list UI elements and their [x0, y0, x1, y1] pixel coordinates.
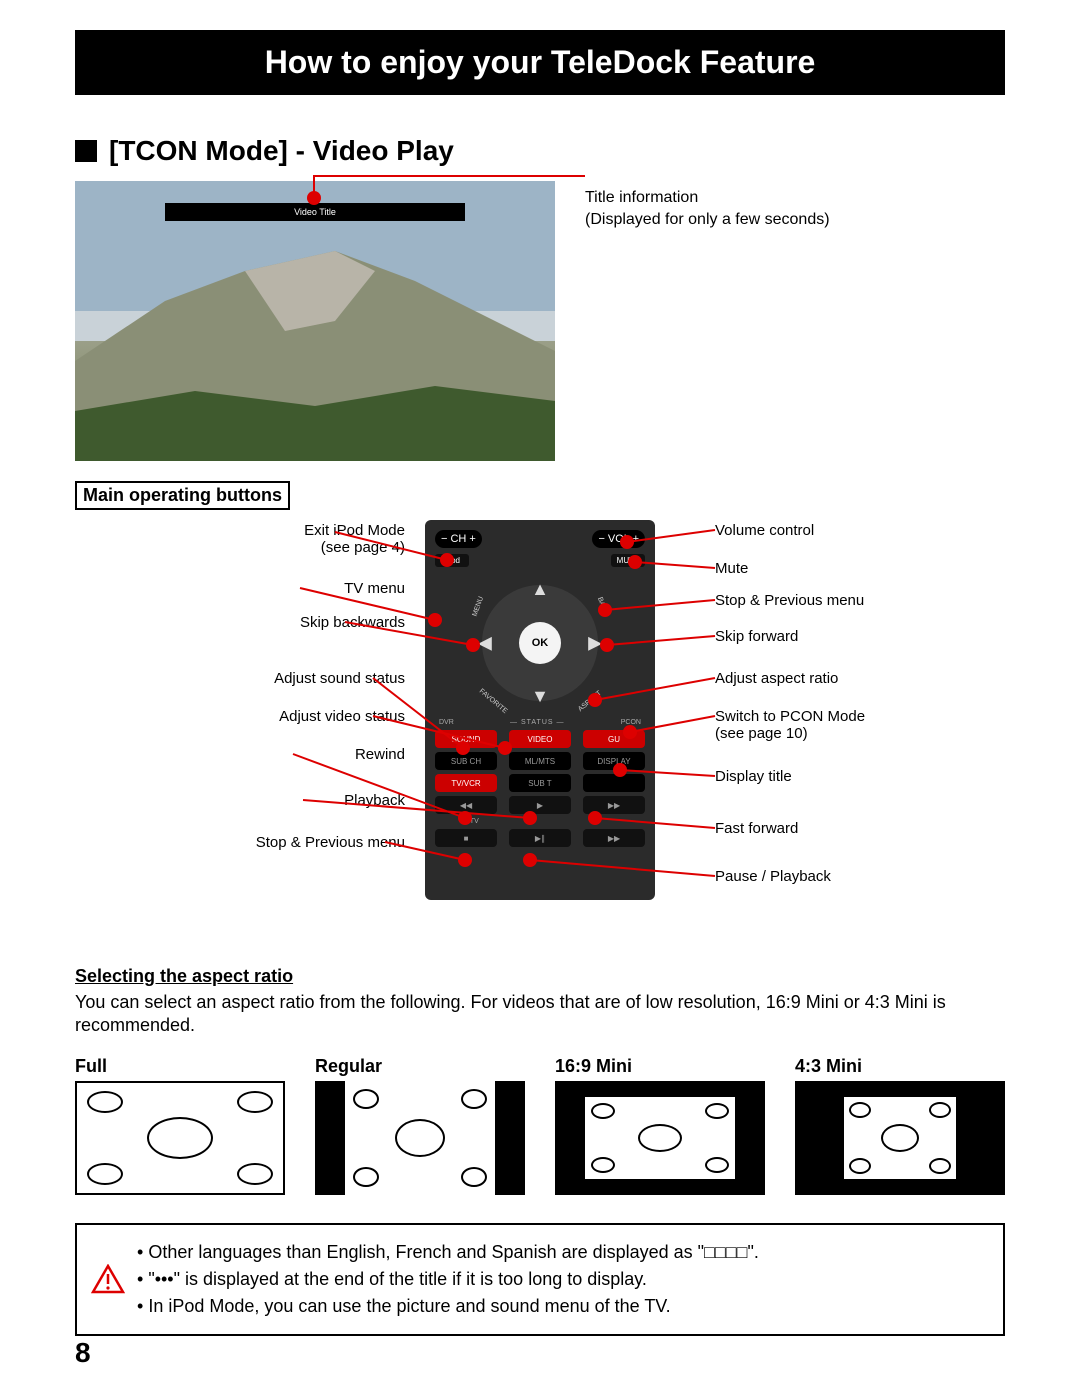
remote-label-right: Switch to PCON Mode(see page 10): [715, 708, 995, 743]
callout-line: [313, 175, 315, 195]
ch-rocker: − CH +: [435, 530, 482, 548]
left-arrow-icon: ◀: [478, 633, 492, 654]
aspect-label-169mini: 16:9 Mini: [555, 1056, 765, 1077]
remote-label-right: Display title: [715, 768, 995, 785]
mute-button: MUTE: [611, 554, 645, 567]
remote-label-right: Fast forward: [715, 820, 995, 837]
aspect-item-regular: Regular: [315, 1056, 525, 1195]
pause-button: ▶▶: [583, 796, 645, 814]
title-info-line2: (Displayed for only a few seconds): [585, 209, 1005, 231]
callout-line: [315, 175, 585, 177]
aspect-ratio-section: Selecting the aspect ratio You can selec…: [75, 966, 1005, 1195]
up-arrow-icon: ▲: [531, 579, 549, 600]
pcon-label: PCON: [621, 719, 641, 726]
bullet-square-icon: [75, 140, 97, 162]
favorite-label: FAVORITE: [478, 688, 509, 715]
aspect-item-43mini: 4:3 Mini: [795, 1056, 1005, 1195]
note-1: Other languages than English, French and…: [137, 1239, 985, 1266]
blank-button-1: [583, 774, 645, 792]
sound-button: SOUND: [435, 730, 497, 748]
remote-label-left: Stop & Previous menu: [155, 834, 405, 851]
tvvcr-button: TV/VCR: [435, 774, 497, 792]
remote-label-left: Playback: [155, 792, 405, 809]
ipod-button: iPod: [435, 554, 469, 567]
aspect-heading: Selecting the aspect ratio: [75, 966, 1005, 987]
remote-label-right: Pause / Playback: [715, 868, 995, 885]
ok-button: OK: [519, 622, 561, 664]
dvr-label: DVR: [439, 719, 454, 726]
subt-button: SUB T: [509, 774, 571, 792]
remote-illustration: − CH + − VOL + iPod MUTE ▲ ▼ ◀ ▶ OK MENU…: [425, 520, 655, 900]
remote-label-right: Mute: [715, 560, 995, 577]
title-info-line1: Title information: [585, 187, 1005, 209]
dpad: ▲ ▼ ◀ ▶ OK MENU BACK FAVORITE ASPECT: [470, 573, 610, 713]
aspect-label-43mini: 4:3 Mini: [795, 1056, 1005, 1077]
aspect-grid: Full Regular: [75, 1056, 1005, 1195]
remote-label-left: Exit iPod Mode(see page 4): [155, 522, 405, 557]
video-button: VIDEO: [509, 730, 571, 748]
remote-label-right: Volume control: [715, 522, 995, 539]
aspect-label-full: Full: [75, 1056, 285, 1077]
remote-label-left: Skip backwards: [155, 614, 405, 631]
play-button: ▶: [509, 796, 571, 814]
back-label: BACK: [596, 596, 609, 616]
aspect-description: You can select an aspect ratio from the …: [75, 991, 1005, 1038]
remote-diagram: Exit iPod Mode(see page 4) TV menu Skip ba…: [75, 520, 1005, 960]
landscape-placeholder: [75, 181, 555, 461]
remote-label-right: Stop & Previous menu: [715, 592, 995, 609]
note-3: In iPod Mode, you can use the picture an…: [137, 1293, 985, 1320]
remote-label-right: Skip forward: [715, 628, 995, 645]
remote-label-left: TV menu: [155, 580, 405, 597]
video-title-bar: Video Title: [165, 203, 465, 221]
page-number: 8: [75, 1337, 91, 1369]
subch-button: SUB CH: [435, 752, 497, 770]
section-heading: [TCON Mode] - Video Play: [75, 135, 1005, 167]
display-button: DISPLAY: [583, 752, 645, 770]
rewind-button: ◀◀: [435, 796, 497, 814]
warning-icon: [91, 1264, 125, 1294]
vol-rocker: − VOL +: [592, 530, 645, 548]
aspect-label-regular: Regular: [315, 1056, 525, 1077]
aspect-label: ASPECT: [577, 690, 603, 713]
remote-label-left: Adjust video status: [155, 708, 405, 725]
menu-label: MENU: [471, 596, 485, 618]
playpause-button: ▶∥: [509, 829, 571, 847]
section-heading-text: [TCON Mode] - Video Play: [109, 135, 454, 167]
aspect-item-full: Full: [75, 1056, 285, 1195]
gu-button: GU: [583, 730, 645, 748]
main-operating-buttons-label: Main operating buttons: [75, 481, 290, 510]
ff-button: ▶▶: [583, 829, 645, 847]
down-arrow-icon: ▼: [531, 686, 549, 707]
notes-box: Other languages than English, French and…: [75, 1223, 1005, 1336]
note-2: "•••" is displayed at the end of the tit…: [137, 1266, 985, 1293]
remote-label-right: Adjust aspect ratio: [715, 670, 995, 687]
remote-label-left: Adjust sound status: [155, 670, 405, 687]
title-info-text: Title information (Displayed for only a …: [585, 181, 1005, 230]
right-arrow-icon: ▶: [588, 633, 602, 654]
stop-button: ■: [435, 829, 497, 847]
video-screenshot: Video Title: [75, 181, 555, 461]
title-banner: How to enjoy your TeleDock Feature: [75, 30, 1005, 95]
video-demo-row: Video Title Title information (Displayed…: [75, 181, 1005, 461]
mlmts-button: ML/MTS: [509, 752, 571, 770]
remote-label-left: Rewind: [155, 746, 405, 763]
status-label: — STATUS —: [454, 719, 621, 726]
mountain-illustration-icon: [75, 181, 555, 461]
aspect-item-169mini: 16:9 Mini: [555, 1056, 765, 1195]
